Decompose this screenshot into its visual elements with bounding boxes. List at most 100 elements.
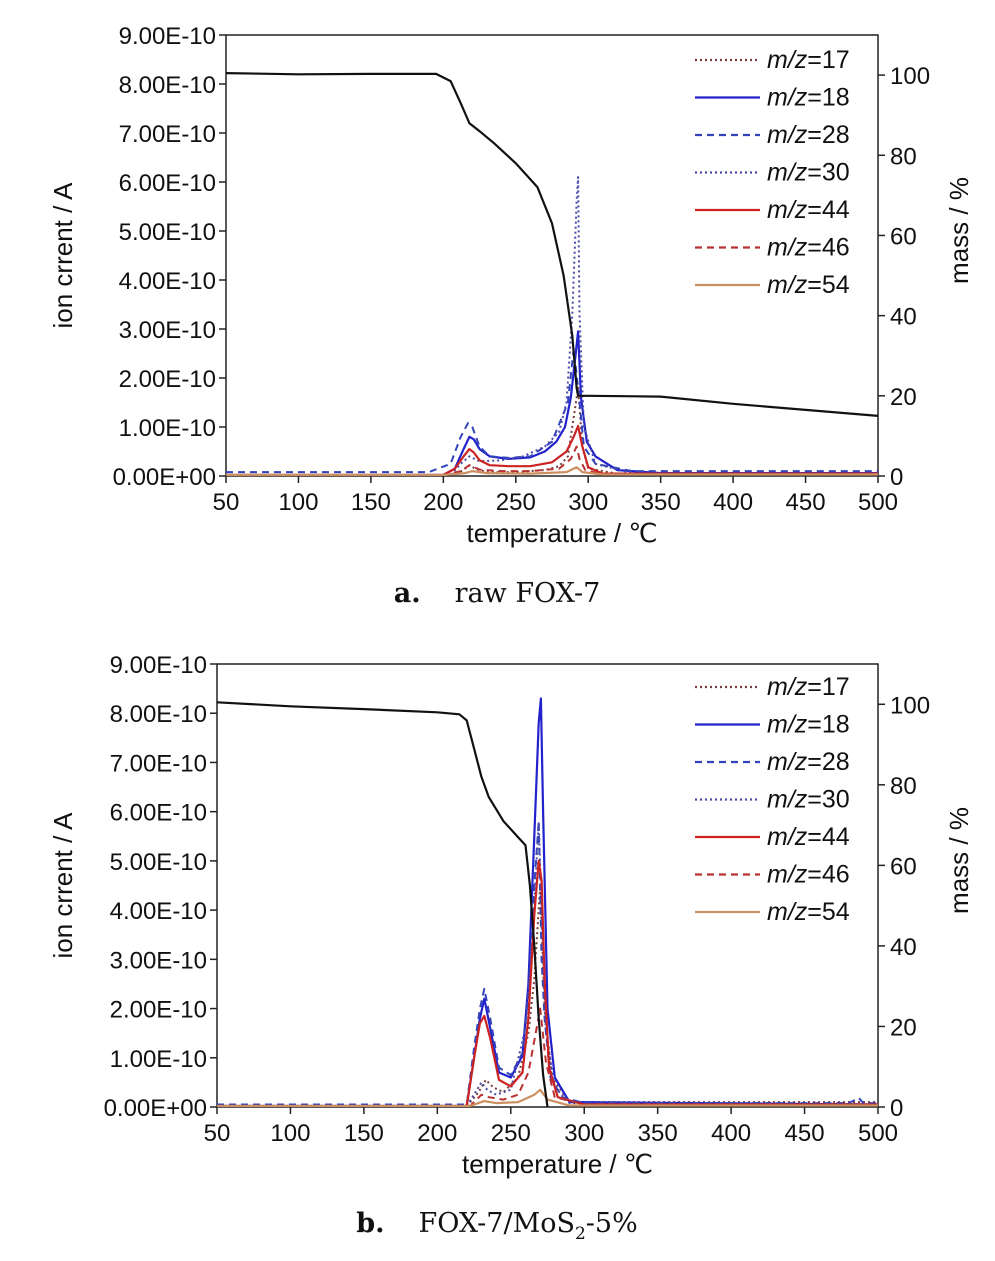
y-tick-label: 2.00E-10 xyxy=(119,366,216,393)
series-line-mz44 xyxy=(226,424,878,476)
legend-prefix: m/z xyxy=(767,823,808,851)
legend-entry: m/z=54 xyxy=(767,271,850,299)
x-tick-label: 50 xyxy=(204,1120,231,1147)
x-tick-label: 200 xyxy=(417,1120,457,1147)
y-tick-label: 5.00E-10 xyxy=(110,849,207,876)
series-line-mz28 xyxy=(226,347,878,474)
figure-caption: b. FOX-7/MoS2-5% xyxy=(356,1208,638,1244)
legend-value: =18 xyxy=(807,711,849,739)
legend-value: =44 xyxy=(807,823,850,851)
y2-tick-label: 80 xyxy=(890,773,917,800)
legend-prefix: m/z xyxy=(767,159,808,187)
series-line-mz30 xyxy=(217,820,878,1107)
y2-tick-label: 20 xyxy=(890,384,917,411)
legend-prefix: m/z xyxy=(767,711,808,739)
figure-caption: a. raw FOX-7 xyxy=(394,578,601,609)
x-tick-label: 150 xyxy=(344,1120,384,1147)
legend-prefix: m/z xyxy=(767,121,808,149)
legend-prefix: m/z xyxy=(767,271,808,299)
y2-tick-label: 100 xyxy=(890,692,930,719)
caption-text: FOX-7/MoS xyxy=(419,1208,575,1239)
y-tick-label: 8.00E-10 xyxy=(119,72,216,99)
x-tick-label: 50 xyxy=(213,489,240,516)
plot-frame xyxy=(225,34,879,477)
y2-tick-label: 40 xyxy=(890,934,917,961)
y-tick-label: 2.00E-10 xyxy=(110,997,207,1024)
legend-prefix: m/z xyxy=(767,861,808,889)
y-tick-label: 4.00E-10 xyxy=(110,898,207,925)
x-tick-label: 500 xyxy=(858,1120,898,1147)
legend-entry: m/z=30 xyxy=(767,786,850,814)
y-tick-label: 3.00E-10 xyxy=(110,947,207,974)
x-tick-label: 350 xyxy=(638,1120,678,1147)
legend-entry: m/z=28 xyxy=(767,121,850,149)
y-tick-label: 0.00E+00 xyxy=(113,464,216,491)
mass-curve xyxy=(226,72,878,417)
legend-entry: m/z=28 xyxy=(767,748,850,776)
y2-tick-label: 100 xyxy=(890,63,930,90)
caption-text: raw FOX-7 xyxy=(455,578,601,609)
y-tick-label: 1.00E-10 xyxy=(119,415,216,442)
legend-value: =17 xyxy=(807,673,849,701)
series-line-mz30 xyxy=(226,176,878,476)
y-axis-label: ion crrent / A xyxy=(48,812,78,959)
y2-tick-label: 40 xyxy=(890,304,917,331)
x-tick-label: 100 xyxy=(270,1120,310,1147)
x-tick-label: 150 xyxy=(351,489,391,516)
x-tick-label: 400 xyxy=(711,1120,751,1147)
series-line-mz46 xyxy=(226,445,878,476)
legend-value: =17 xyxy=(807,46,849,74)
y-tick-label: 7.00E-10 xyxy=(110,750,207,777)
legend-prefix: m/z xyxy=(767,786,808,814)
series-line-mz28 xyxy=(217,820,878,1106)
y2-tick-label: 20 xyxy=(890,1014,917,1041)
legend-prefix: m/z xyxy=(767,196,808,224)
y-axis-label: ion crrent / A xyxy=(48,182,78,329)
legend-value: =46 xyxy=(807,234,849,262)
x-tick-label: 250 xyxy=(491,1120,531,1147)
y-tick-label: 5.00E-10 xyxy=(119,219,216,246)
x-tick-label: 300 xyxy=(568,489,608,516)
caption-subscript: 2 xyxy=(575,1224,586,1244)
x-tick-label: 250 xyxy=(496,489,536,516)
y-tick-label: 1.00E-10 xyxy=(110,1046,207,1073)
y2-tick-label: 0 xyxy=(890,1095,903,1122)
x-axis-label: temperature / ℃ xyxy=(466,518,657,548)
x-tick-label: 300 xyxy=(564,1120,604,1147)
legend-prefix: m/z xyxy=(767,748,808,776)
caption-tail: -5% xyxy=(586,1208,638,1239)
series-line-mz18 xyxy=(226,330,878,476)
series-line-mz54 xyxy=(217,1088,878,1107)
legend-entry: m/z=44 xyxy=(767,196,850,224)
legend-prefix: m/z xyxy=(767,234,808,262)
legend-entry: m/z=18 xyxy=(767,711,850,739)
legend-value: =46 xyxy=(807,861,849,889)
legend-value: =30 xyxy=(807,786,849,814)
y-tick-label: 9.00E-10 xyxy=(119,23,216,50)
caption-letter: a. xyxy=(394,578,421,609)
series-line-mz54 xyxy=(226,466,878,476)
x-tick-label: 100 xyxy=(278,489,318,516)
y2-tick-label: 60 xyxy=(890,853,917,880)
x-tick-label: 200 xyxy=(423,489,463,516)
y-tick-label: 9.00E-10 xyxy=(110,652,207,679)
y-tick-label: 8.00E-10 xyxy=(110,701,207,728)
legend-value: =44 xyxy=(807,196,850,224)
chart-b: 50 100 150 200 250 300 350 400 450 5000.00E+001.0… xyxy=(48,652,974,1244)
y2-axis-label: mass / % xyxy=(944,807,974,914)
legend-value: =54 xyxy=(807,898,850,926)
x-tick-label: 400 xyxy=(713,489,753,516)
y2-tick-label: 0 xyxy=(890,464,903,491)
y2-tick-label: 60 xyxy=(890,223,917,250)
y-tick-label: 3.00E-10 xyxy=(119,317,216,344)
legend-entry: m/z=17 xyxy=(767,673,850,701)
series-line-mz17 xyxy=(217,884,878,1107)
series-line-mz46 xyxy=(217,1007,878,1107)
legend-value: =18 xyxy=(807,84,849,112)
x-tick-label: 450 xyxy=(786,489,826,516)
legend-prefix: m/z xyxy=(767,898,808,926)
legend-value: =54 xyxy=(807,271,850,299)
x-tick-label: 350 xyxy=(641,489,681,516)
legend-value: =28 xyxy=(807,121,849,149)
